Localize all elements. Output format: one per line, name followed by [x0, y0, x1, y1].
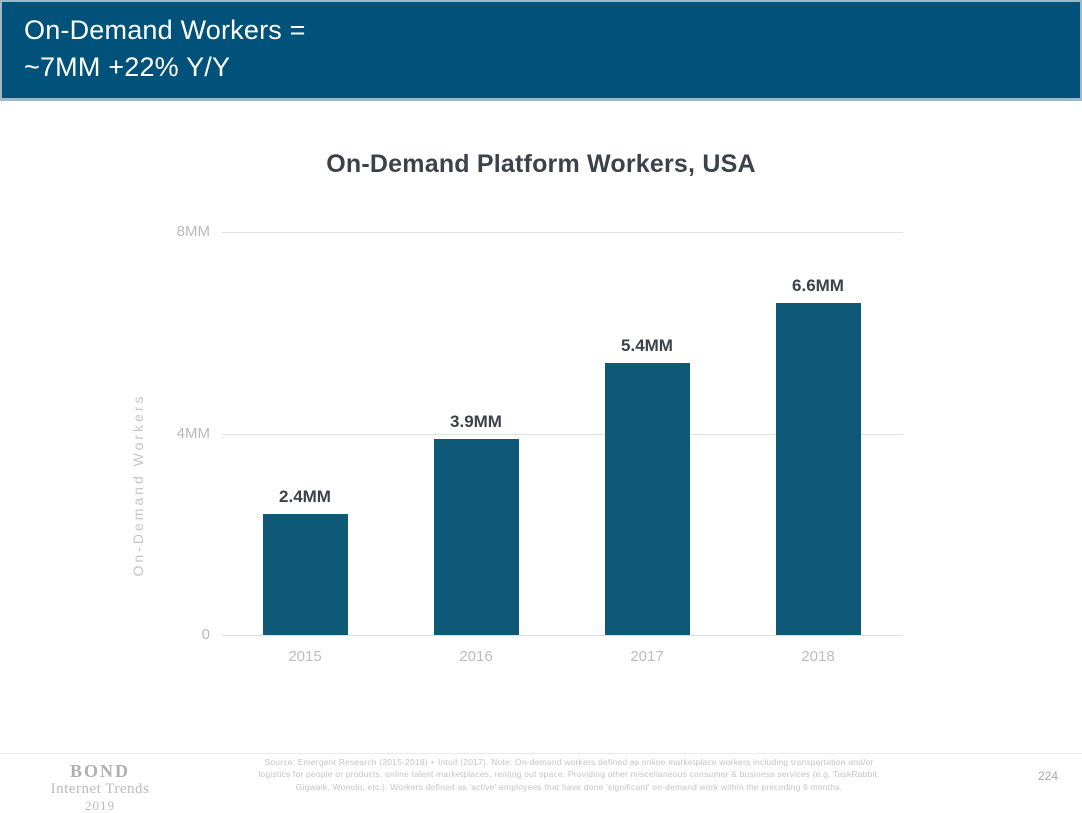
- bar-value-label-2017: 5.4MM: [621, 335, 673, 355]
- bar-value-label-2016: 3.9MM: [450, 411, 502, 431]
- source-note: Source: Emergent Research (2015-2018) + …: [190, 756, 948, 793]
- slide-title-line1: On-Demand Workers =: [24, 15, 306, 45]
- slide-title: On-Demand Workers = ~7MM +22% Y/Y: [2, 2, 1080, 86]
- gridline-4MM: [222, 433, 903, 435]
- y-tick-label-8MM: 8MM: [176, 223, 210, 240]
- page-number: 224: [1037, 769, 1058, 783]
- bar-2015: [262, 514, 348, 635]
- gridline-8MM: [222, 232, 903, 233]
- chart-title: On-Demand Platform Workers, USA: [326, 150, 756, 178]
- bar-2017: [604, 362, 690, 635]
- x-axis-label-2015: 2015: [288, 648, 322, 665]
- x-axis-label-2016: 2016: [459, 648, 493, 665]
- header-banner: On-Demand Workers = ~7MM +22% Y/Y: [0, 0, 1082, 101]
- bar-2018: [775, 302, 861, 635]
- brand-block: BOND Internet Trends 2019: [18, 761, 182, 813]
- source-note-line1: Source: Emergent Research (2015-2018) + …: [264, 757, 874, 767]
- y-tick-label-0: 0: [201, 626, 210, 643]
- y-tick-label-4MM: 4MM: [176, 424, 210, 442]
- bar-value-label-2018: 6.6MM: [792, 275, 844, 295]
- slide-title-line2: ~7MM +22% Y/Y: [24, 52, 231, 82]
- brand-subtitle: Internet Trends: [50, 781, 150, 797]
- source-note-line2: logistics for people or products, online…: [258, 769, 880, 780]
- gridline-0: [222, 635, 903, 636]
- brand-logo: BOND: [69, 761, 130, 781]
- source-note-line3: Gigwalk, Wonolo, etc.). Workers defined …: [295, 781, 843, 792]
- brand-year: 2019: [85, 798, 115, 813]
- x-axis-label-2018: 2018: [801, 648, 835, 665]
- bar-value-label-2015: 2.4MM: [279, 487, 331, 507]
- y-axis-title: On-Demand Workers: [130, 393, 146, 577]
- x-axis-label-2017: 2017: [630, 648, 664, 665]
- bar-2016: [433, 438, 519, 635]
- footer-divider: [0, 753, 1082, 754]
